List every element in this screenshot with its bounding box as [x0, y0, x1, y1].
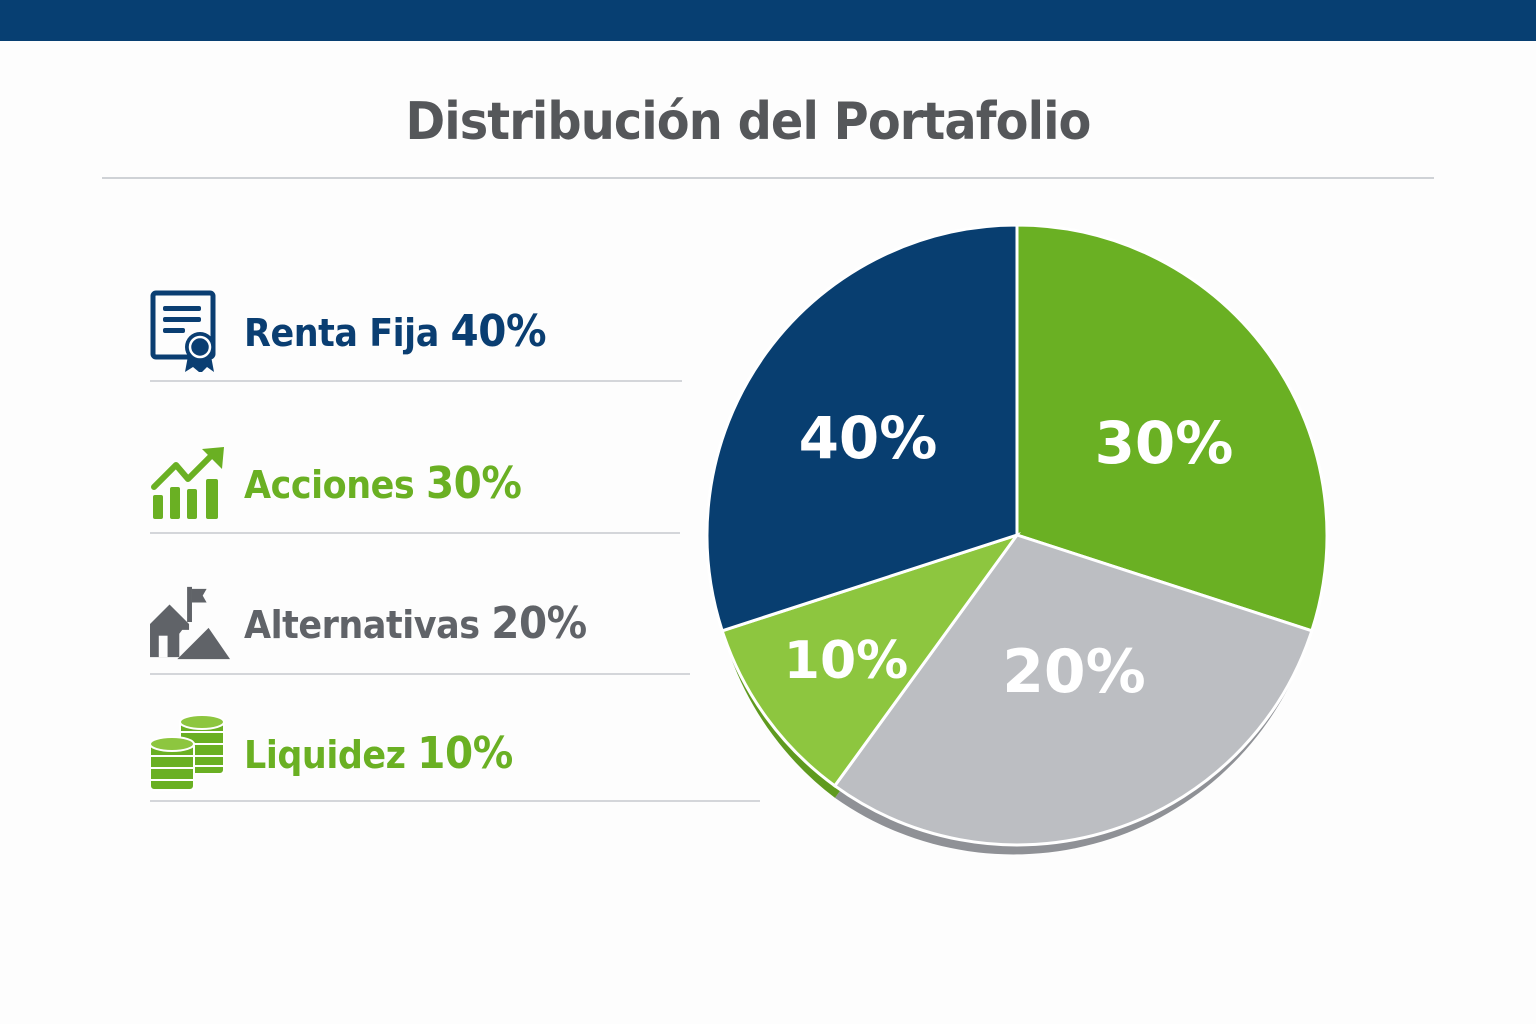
legend-value: 20% [491, 597, 587, 649]
certificate-icon [150, 288, 232, 374]
legend-item-alternativas: Alternativas 20% [150, 580, 617, 666]
top-banner [0, 0, 1536, 41]
slice-label-acciones: 30% [1095, 409, 1234, 477]
pie-slice-acciones [1015, 225, 1329, 633]
page-title: Distribución del Portafolio [405, 92, 1091, 152]
legend-item-liquidez: Liquidez 10% [150, 710, 536, 796]
legend-item-renta-fija: Renta Fija 40% [150, 288, 572, 374]
slice-label-liquidez: 10% [784, 631, 908, 691]
growth-chart-icon [150, 440, 232, 526]
legend-label: Alternativas [244, 602, 480, 647]
legend-value: 30% [425, 457, 522, 509]
legend-divider [150, 380, 682, 382]
legend-value: 10% [417, 727, 513, 779]
legend-label: Liquidez [244, 732, 406, 777]
legend-value: 40% [450, 305, 547, 357]
house-mountain-flag-icon [150, 580, 232, 666]
pie-chart: 40% 30% 20% 10% [705, 225, 1329, 855]
legend-label: Acciones [244, 462, 415, 507]
legend-item-acciones: Acciones 30% [150, 440, 546, 526]
legend-divider [150, 673, 690, 675]
title-divider [102, 177, 1434, 179]
slice-label-alternativas: 20% [1002, 637, 1146, 707]
pie-slice-renta-fija [705, 225, 1019, 633]
pie-slice-liquidez [720, 532, 1021, 788]
legend-divider [150, 800, 760, 802]
legend-label: Renta Fija [244, 310, 439, 355]
slice-label-renta-fija: 40% [799, 404, 938, 472]
coin-stacks-icon [150, 710, 232, 796]
legend-divider [150, 532, 680, 534]
pie-slice-alternativas [832, 533, 1314, 847]
